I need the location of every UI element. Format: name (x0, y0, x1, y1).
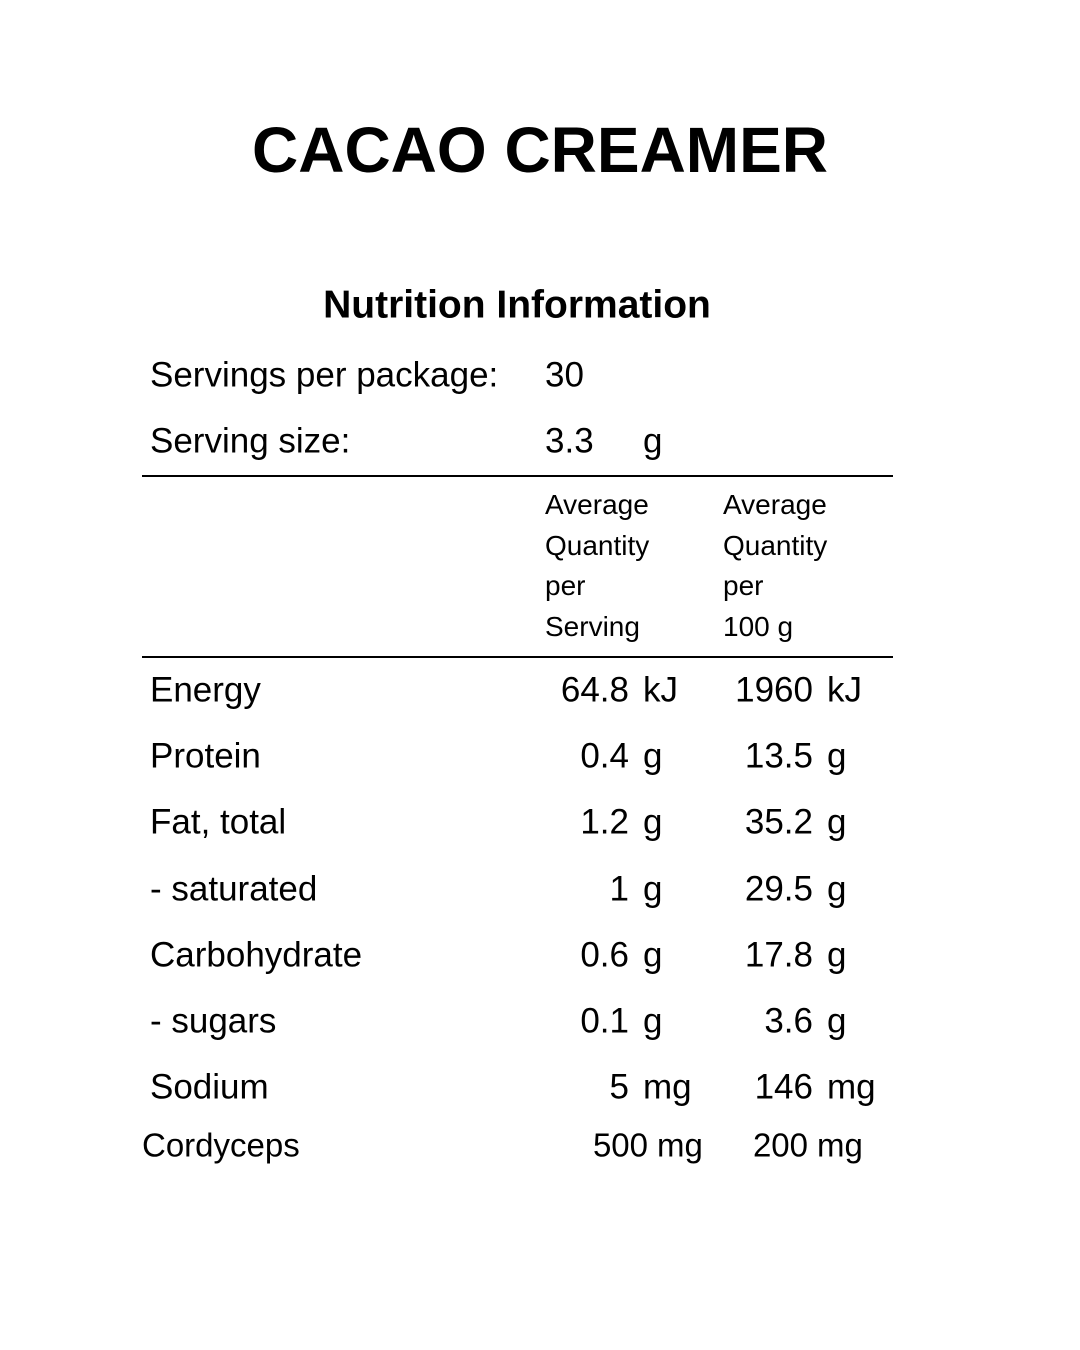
per-100g-unit: g (827, 736, 847, 776)
per-serving-unit: g (643, 802, 663, 842)
per-serving-value: 1.2 (580, 802, 629, 842)
heading: Nutrition Information (323, 283, 711, 327)
per-serving-unit: g (643, 736, 663, 776)
nutrient-name: - sugars (150, 1001, 277, 1041)
per-100g-unit: g (827, 802, 847, 842)
serving-size-value: 3.3 (545, 421, 594, 461)
per-serving-value: 500 (592, 1126, 648, 1164)
column-header: Average (545, 489, 649, 520)
per-100g-unit: mg (817, 1126, 863, 1164)
per-100g-value: 35.2 (744, 802, 813, 842)
title: CACAO CREAMER (252, 114, 828, 186)
nutrient-name: Fat, total (150, 802, 287, 842)
per-serving-unit: g (643, 869, 663, 909)
per-serving-unit: kJ (643, 670, 678, 710)
nutrient-name: Protein (150, 736, 261, 776)
column-header: per (545, 570, 586, 602)
per-serving-value: 0.4 (580, 736, 629, 776)
per-serving-value: 64.8 (560, 670, 629, 710)
column-header: Average (723, 489, 827, 520)
per-100g-value: 200 (752, 1126, 808, 1164)
column-header: 100 g (723, 611, 794, 643)
column-header: Quantity (723, 529, 828, 561)
nutrient-name: Sodium (150, 1067, 269, 1107)
divider (142, 656, 893, 658)
per-serving-value: 5 (609, 1067, 629, 1107)
per-100g-unit: g (827, 935, 847, 975)
per-100g-value: 3.6 (764, 1001, 813, 1041)
serving-size-unit: g (643, 421, 663, 461)
nutrient-name: Carbohydrate (150, 935, 363, 975)
per-serving-unit: g (643, 935, 663, 975)
per-100g-value: 1960 (735, 670, 813, 710)
per-100g-unit: g (827, 869, 847, 909)
nutrient-name: Cordyceps (142, 1126, 300, 1164)
per-serving-unit: g (643, 1001, 663, 1041)
per-serving-value: 0.6 (580, 935, 629, 975)
nutrient-name: - saturated (150, 869, 318, 909)
per-serving-unit: mg (657, 1126, 703, 1164)
divider (142, 475, 893, 477)
per-serving-value: 0.1 (580, 1001, 629, 1041)
per-100g-value: 146 (754, 1067, 813, 1107)
servings-value: 30 (545, 355, 584, 395)
column-header: Serving (545, 611, 640, 643)
per-serving-value: 1 (609, 869, 629, 909)
per-100g-unit: kJ (827, 670, 862, 710)
servings-label: Servings per package: (150, 355, 499, 395)
nutrient-name: Energy (150, 670, 261, 710)
per-100g-value: 29.5 (744, 869, 813, 909)
per-100g-value: 13.5 (744, 736, 813, 776)
column-header: per (723, 570, 764, 602)
per-100g-value: 17.8 (744, 935, 813, 975)
column-header: Quantity (545, 529, 650, 561)
per-100g-unit: mg (827, 1067, 876, 1107)
serving-size-label: Serving size: (150, 421, 351, 461)
per-serving-unit: mg (643, 1067, 692, 1107)
per-100g-unit: g (827, 1001, 847, 1041)
